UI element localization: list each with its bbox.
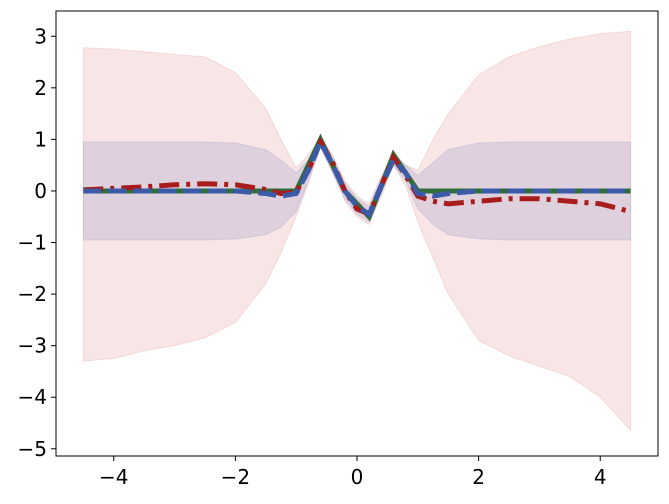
y-tick-label: 3 [34, 24, 47, 48]
plot-frame [55, 10, 659, 457]
confidence-band [82, 30, 632, 433]
y-tick-label: 0 [34, 179, 47, 203]
confidence-band [82, 135, 632, 241]
y-tick-label: −1 [18, 231, 47, 255]
y-tick-label: −2 [18, 282, 47, 306]
x-tick-label: 0 [351, 465, 364, 489]
y-tick-label: 2 [34, 76, 47, 100]
x-tick-label: 2 [472, 465, 485, 489]
x-tick-label: 4 [594, 465, 607, 489]
x-tick-label: −2 [221, 465, 250, 489]
y-tick-label: −3 [18, 334, 47, 358]
x-tick-label: −4 [99, 465, 128, 489]
y-tick-label: −4 [18, 385, 47, 409]
y-tick-label: −5 [18, 437, 47, 461]
y-tick-label: 1 [34, 127, 47, 151]
series-line [83, 136, 631, 218]
series-line [83, 136, 632, 218]
